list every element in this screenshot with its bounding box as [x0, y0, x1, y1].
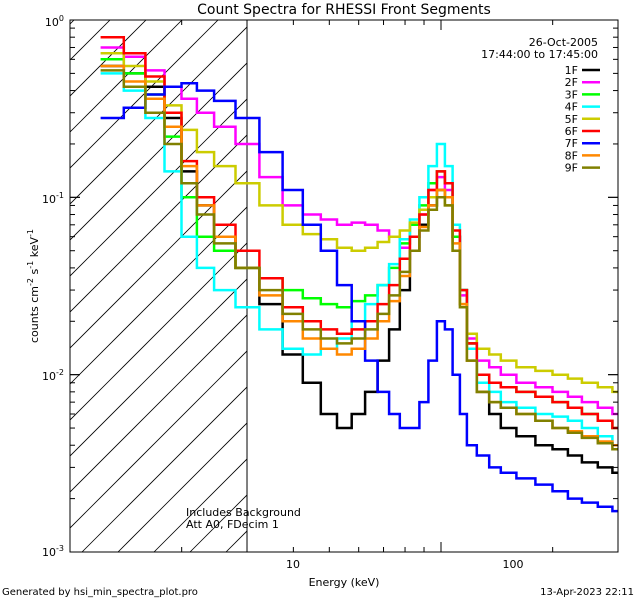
hatch-line	[70, 206, 248, 385]
legend-label-2f: 2F	[565, 76, 578, 89]
y-tick-label-2: 10-2	[42, 368, 64, 383]
legend-label-9f: 9F	[565, 162, 578, 175]
hatch-line	[70, 98, 248, 277]
legend-label-4f: 4F	[565, 101, 578, 114]
x-tick-label-100: 100	[503, 558, 524, 571]
x-tick-label-10: 10	[286, 558, 300, 571]
x-axis-label: Energy (keV)	[309, 576, 380, 589]
hatch-line	[70, 278, 248, 457]
hatch-line	[70, 26, 248, 205]
hatch-line	[70, 20, 75, 25]
chart-title: Count Spectra for RHESSI Front Segments	[197, 2, 491, 18]
annotation-background: Includes Background	[186, 506, 301, 519]
footer-timestamp: 13-Apr-2023 22:11	[540, 587, 634, 598]
legend-label-3f: 3F	[565, 88, 578, 101]
legend-label-7f: 7F	[565, 137, 578, 150]
date-label: 26-Oct-2005	[529, 36, 598, 49]
time-range-label: 17:44:00 to 17:45:00	[481, 48, 598, 61]
series-line-4f	[100, 72, 618, 447]
legend-label-6f: 6F	[565, 125, 578, 138]
y-tick-label-3: 10-3	[42, 544, 64, 559]
footer-generated-by: Generated by hsi_min_spectra_plot.pro	[2, 587, 198, 598]
hatch-line	[70, 20, 219, 169]
series-line-5f	[100, 51, 618, 394]
hatch-line	[70, 134, 248, 313]
hatch-line	[70, 314, 248, 493]
hatch-line	[81, 386, 248, 552]
series-line-7f	[100, 81, 618, 513]
series-line-2f	[100, 46, 618, 416]
annotation-attenuator: Att A0, FDecim 1	[186, 518, 279, 531]
y-tick-label-1: 10-1	[42, 191, 64, 206]
legend-label-8f: 8F	[565, 149, 578, 162]
hatch-line	[70, 170, 248, 349]
y-tick-label-0: 100	[45, 14, 64, 29]
hatch-line	[70, 20, 111, 61]
hatched-region	[0, 0, 248, 552]
hatch-lines	[0, 0, 248, 552]
series-line-3f	[100, 58, 618, 430]
axes	[69, 19, 619, 553]
legend-label-1f: 1F	[565, 64, 578, 77]
hatch-line	[70, 242, 248, 421]
hatch-line	[70, 350, 248, 529]
hatch-line	[117, 422, 248, 552]
hatch-line	[70, 20, 183, 133]
legend-label-5f: 5F	[565, 113, 578, 126]
y-axis-label: counts cm-2 s-1 keV-1	[26, 229, 41, 343]
plot-frame	[69, 19, 619, 553]
series-lines	[100, 35, 618, 513]
hatch-line	[70, 62, 248, 241]
series-line-9f	[100, 69, 618, 451]
hatch-line	[0, 0, 106, 552]
